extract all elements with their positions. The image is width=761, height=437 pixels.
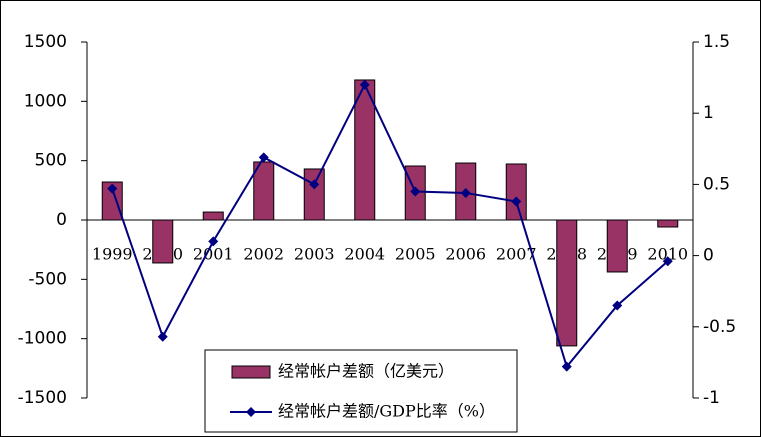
bar	[505, 163, 527, 221]
legend-marker	[246, 407, 256, 417]
marker	[460, 187, 471, 198]
bar	[202, 211, 224, 221]
x-tick-label: 2001	[193, 245, 234, 264]
y-tick-label: 1500	[24, 32, 67, 52]
marker	[612, 300, 623, 311]
line	[111, 82, 669, 369]
x-tick-label: 2002	[243, 245, 284, 264]
bar	[606, 219, 628, 273]
bar	[101, 181, 123, 221]
marker	[511, 196, 522, 207]
y2-tick-label: 1.5	[703, 32, 730, 52]
marker	[662, 256, 673, 267]
y-tick-label: 0	[56, 210, 67, 230]
marker	[208, 236, 219, 247]
x-tick-label: 2010	[647, 245, 688, 264]
marker	[157, 331, 168, 342]
bar	[303, 168, 325, 221]
x-tick-label: 2004	[344, 245, 385, 264]
bar	[657, 219, 679, 228]
y-tick-label: 1000	[24, 91, 67, 111]
y-tick-label: -1500	[18, 388, 67, 408]
legend-label: 经常帐户差额（亿美元）	[278, 362, 454, 381]
legend-label: 经常帐户差额/GDP比率（%）	[278, 402, 495, 421]
x-tick-label: 2006	[445, 245, 486, 264]
y2-tick-label: 0	[703, 246, 714, 266]
marker	[258, 152, 269, 163]
marker	[410, 186, 421, 197]
x-tick-label: 2007	[496, 245, 537, 264]
marker	[561, 361, 572, 372]
y-tick-label: 500	[35, 151, 67, 171]
bar	[556, 219, 578, 347]
x-tick-label: 1999	[92, 245, 133, 264]
legend-box	[204, 349, 518, 433]
y-tick-label: -500	[28, 269, 67, 289]
bar	[152, 219, 174, 264]
y2-tick-label: -0.5	[703, 317, 736, 337]
y-tick-label: -1000	[18, 329, 67, 349]
y2-tick-label: -1	[703, 388, 720, 408]
y2-tick-label: 0.5	[703, 174, 730, 194]
legend-swatch	[231, 365, 271, 379]
marker	[359, 79, 370, 90]
marker	[107, 183, 118, 194]
marker	[309, 179, 320, 190]
x-tick-label: 2005	[395, 245, 436, 264]
y2-tick-label: 1	[703, 103, 714, 123]
x-tick-label: 2003	[294, 245, 335, 264]
